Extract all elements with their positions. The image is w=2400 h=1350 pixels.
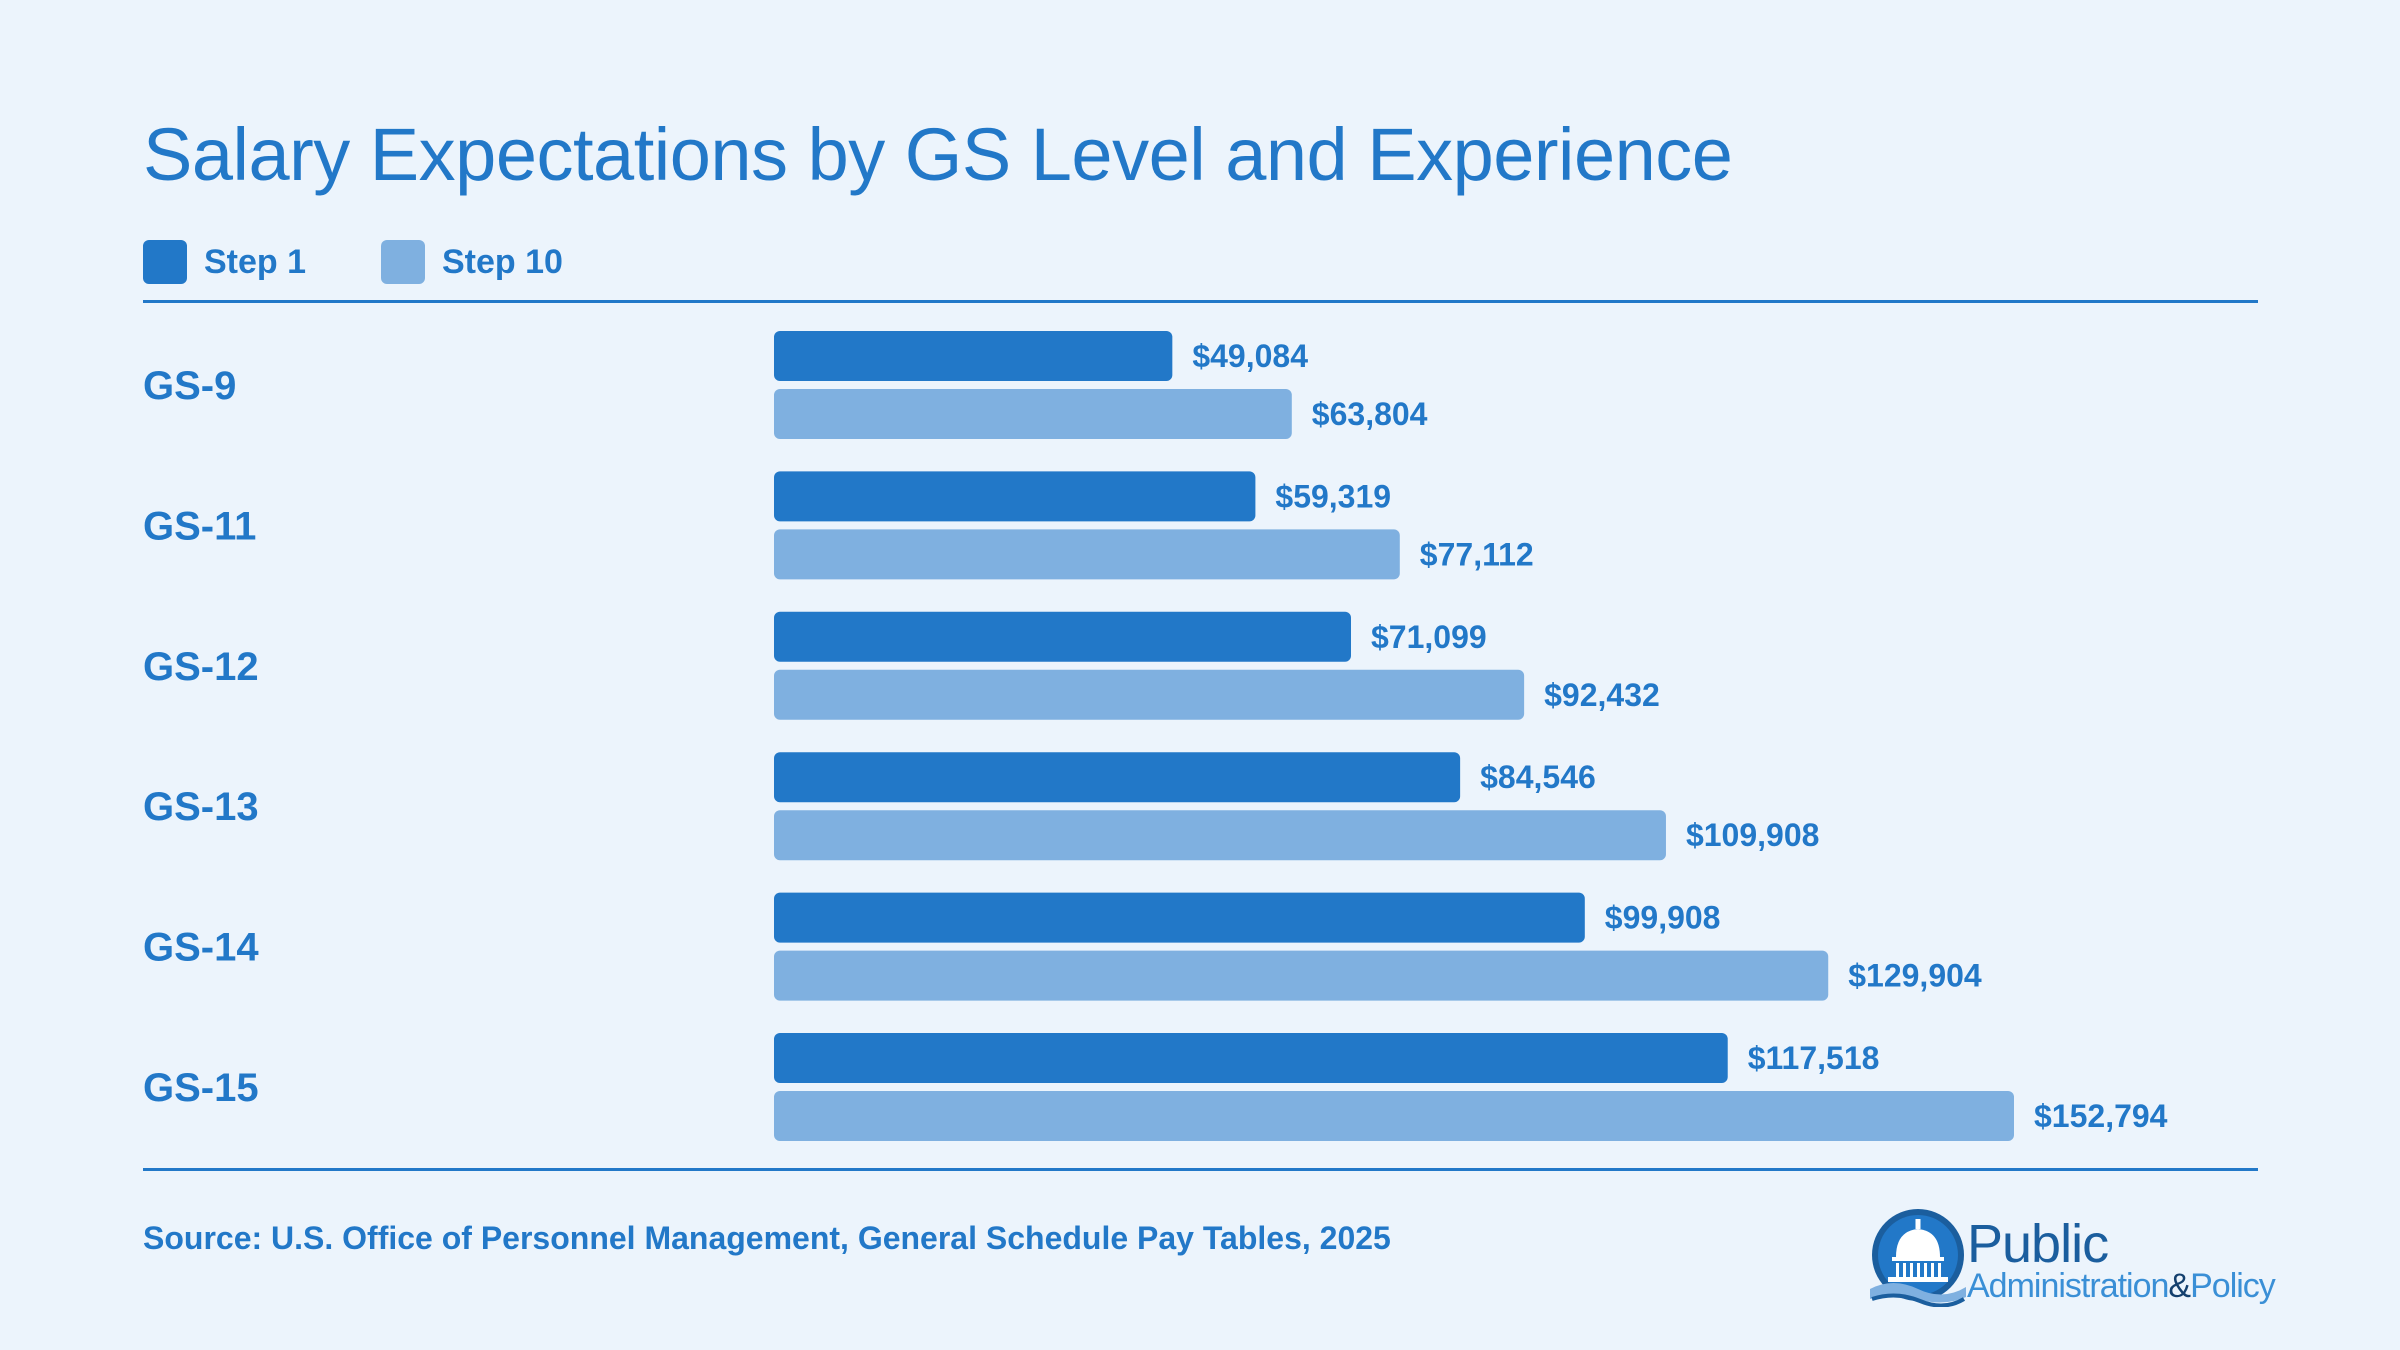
- value-label-gs-13-step-1: $84,546: [1480, 759, 1596, 795]
- bar-gs-12-step-1: [774, 611, 1352, 662]
- category-label-gs-11: GS-11: [143, 504, 256, 548]
- value-label-gs-12-step-1: $71,099: [1371, 619, 1487, 655]
- bottom-divider: [143, 1168, 2258, 1171]
- bar-gs-15-step-1: [774, 1033, 1728, 1083]
- logo-word-policy: Policy: [2190, 1267, 2276, 1305]
- value-label-gs-15-step-10: $152,794: [2034, 1098, 2168, 1134]
- legend-label-step-1: Step 1: [204, 242, 307, 281]
- source-note: Source: U.S. Office of Personnel Managem…: [143, 1220, 1391, 1256]
- category-label-gs-14: GS-14: [143, 926, 259, 970]
- bar-gs-11-step-1: [774, 471, 1256, 522]
- legend-item-step-10: Step 10: [381, 240, 563, 284]
- logo-word-administration: Administration: [1967, 1267, 2169, 1305]
- value-label-gs-14-step-1: $99,908: [1605, 900, 1721, 936]
- category-label-gs-15: GS-15: [143, 1066, 259, 1110]
- value-label-gs-12-step-10: $92,432: [1544, 677, 1660, 713]
- value-label-gs-13-step-10: $109,908: [1686, 817, 1819, 853]
- bar-gs-11-step-10: [774, 529, 1400, 580]
- value-label-gs-9-step-10: $63,804: [1312, 396, 1428, 432]
- value-label-gs-15-step-1: $117,518: [1748, 1040, 1880, 1076]
- value-label-gs-9-step-1: $49,084: [1192, 338, 1308, 374]
- brand-logo: Public Administration&Policy: [1860, 1205, 2276, 1315]
- capitol-dome-icon: [1870, 1209, 1966, 1307]
- legend-label-step-10: Step 10: [442, 242, 563, 281]
- bar-gs-13-step-1: [774, 752, 1461, 803]
- category-label-gs-12: GS-12: [143, 645, 259, 689]
- value-label-gs-14-step-10: $129,904: [1848, 958, 1982, 994]
- logo-word-public: Public: [1967, 1214, 2109, 1274]
- legend-swatch-step-1: [143, 240, 187, 284]
- chart-title: Salary Expectations by GS Level and Expe…: [143, 113, 1733, 196]
- category-label-gs-13: GS-13: [143, 785, 259, 829]
- value-label-gs-11-step-1: $59,319: [1275, 478, 1391, 514]
- bar-gs-14-step-1: [774, 892, 1585, 943]
- bar-gs-14-step-10: [774, 950, 1829, 1001]
- top-divider: [143, 300, 2258, 303]
- bar-gs-12-step-10: [774, 669, 1525, 720]
- legend-swatch-step-10: [381, 240, 425, 284]
- value-label-gs-11-step-10: $77,112: [1420, 536, 1534, 572]
- bar-gs-15-step-10: [774, 1091, 2014, 1141]
- bar-gs-9-step-10: [774, 389, 1292, 439]
- logo-word-administration-policy: Administration&Policy: [1967, 1267, 2276, 1306]
- logo-ampersand: &: [2168, 1267, 2191, 1305]
- legend-item-step-1: Step 1: [143, 240, 306, 284]
- category-label-gs-9: GS-9: [143, 364, 236, 408]
- bar-gs-13-step-10: [774, 810, 1666, 861]
- bar-gs-9-step-1: [774, 331, 1173, 381]
